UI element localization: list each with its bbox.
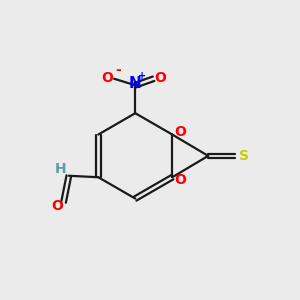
Text: +: +: [138, 71, 146, 81]
Text: O: O: [175, 124, 186, 139]
Text: -: -: [116, 63, 122, 77]
Text: N: N: [129, 76, 142, 91]
Text: O: O: [175, 173, 186, 187]
Text: O: O: [51, 199, 63, 213]
Text: H: H: [55, 162, 66, 176]
Text: S: S: [239, 149, 249, 163]
Text: O: O: [154, 70, 166, 85]
Text: O: O: [102, 70, 113, 85]
